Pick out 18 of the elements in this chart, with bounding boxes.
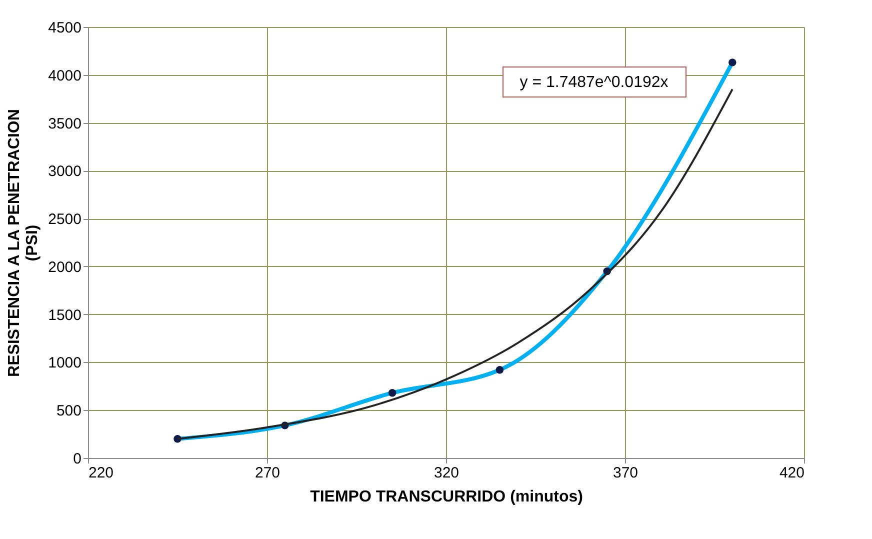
annotation: y = 1.7487e^0.0192x	[520, 74, 668, 91]
y-tick-label: 4000	[48, 67, 82, 84]
y-tick-label: 0	[73, 450, 82, 468]
y-tick-label: 1000	[48, 354, 82, 372]
y-tick-label: 3500	[48, 115, 82, 132]
x-tick-label: 420	[779, 464, 804, 482]
x-tick-label: 320	[434, 464, 460, 482]
y-tick-label: 3000	[48, 163, 82, 180]
y-axis-title: RESISTENCIA A LA PENETRACION (PSI)	[6, 109, 42, 377]
x-tick-label: 370	[612, 464, 638, 482]
y-tick-label: 2000	[48, 258, 82, 276]
y-tick-label: 500	[56, 402, 82, 420]
y-tick-label: 4500	[48, 20, 82, 36]
x-tick-label: 220	[88, 464, 114, 482]
y-tick-label: 1500	[48, 306, 82, 324]
x-axis-title: TIEMPO TRANSCURRIDO (minutos)	[310, 488, 583, 506]
x-tick-label: 270	[254, 464, 280, 482]
y-tick-label: 2500	[48, 211, 82, 228]
